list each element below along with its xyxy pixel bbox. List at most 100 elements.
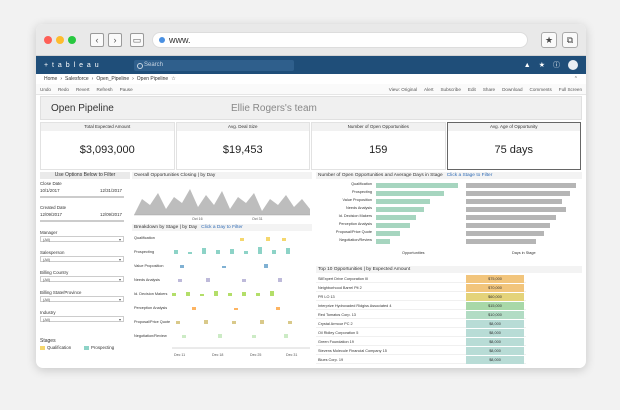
- breadcrumb-home[interactable]: Home: [44, 76, 58, 82]
- days-axis-label: Days in Stage: [512, 251, 536, 255]
- collapse-icon[interactable]: ⌃: [573, 76, 578, 82]
- kpi-label: Avg. Deal Size: [176, 123, 309, 131]
- tabs-icon[interactable]: ⧉: [562, 31, 578, 48]
- row-proposal: [176, 320, 292, 324]
- favorite-star-icon[interactable]: ☆: [171, 76, 176, 82]
- bookmark-star-icon[interactable]: ★: [541, 31, 557, 48]
- billing-state-select[interactable]: (All): [40, 296, 124, 302]
- minimize-window-button[interactable]: [56, 35, 64, 44]
- breakdown-tick-2: Dec 18: [212, 353, 223, 357]
- info-icon[interactable]: ⓘ: [553, 62, 560, 69]
- manager-select[interactable]: (All): [40, 236, 124, 242]
- table-row[interactable]: Neighborhood Barrel Pit 2 $70,000: [316, 284, 526, 292]
- table-row[interactable]: Crystal Armour PC 2 $8,000: [316, 320, 526, 328]
- back-icon[interactable]: ‹: [90, 32, 104, 47]
- breadcrumb-salesforce[interactable]: Salesforce: [65, 76, 89, 82]
- stage-label: Value Proposition: [134, 264, 164, 268]
- stage-chart-panel: Number of Open Opportunities and Average…: [316, 172, 582, 264]
- redo-button[interactable]: Redo: [57, 86, 69, 92]
- stage-label: Id. Decision Makers: [338, 214, 372, 218]
- kpi-avg-age[interactable]: Avg. Age of Opportunity 75 days: [446, 122, 581, 170]
- revert-button[interactable]: Revert: [75, 86, 90, 92]
- close-date-slider[interactable]: [40, 196, 124, 198]
- kpi-total-expected[interactable]: Total Expected Amount $3,093,000: [40, 122, 175, 170]
- table-row[interactable]: Red Tomatos Corp. 13 $10,000: [316, 311, 526, 319]
- fullscreen-button[interactable]: Full Screen: [558, 86, 582, 92]
- table-row[interactable]: SilExpert Drive Corporation III $75,000: [316, 275, 526, 283]
- stage-filter-link[interactable]: Click a Stage to Filter: [446, 173, 493, 178]
- close-date-from[interactable]: 10/1/2017: [40, 188, 60, 193]
- favorites-icon[interactable]: ★: [538, 62, 545, 69]
- breakdown-chart[interactable]: Dec 11 Dec 18 Dec 25 Dec 31: [132, 224, 312, 368]
- closing-area-chart[interactable]: Oct 16 Oct 31: [132, 179, 312, 222]
- created-date-from[interactable]: 12/09/2017: [40, 212, 62, 217]
- address-bar[interactable]: www.: [152, 31, 528, 48]
- alert-button[interactable]: Alert: [424, 86, 434, 92]
- kpi-avg-deal[interactable]: Avg. Deal Size $19,453: [175, 122, 310, 170]
- kpi-value: $3,093,000: [79, 144, 135, 156]
- forward-icon[interactable]: ›: [108, 32, 122, 47]
- kpi-label: Number of Open Opportunities: [312, 123, 445, 131]
- row-qualification: [240, 237, 286, 241]
- breakdown-tick-3: Dec 25: [250, 353, 261, 357]
- table-row[interactable]: Interprize Hydroxaded Ridgiss Associated…: [316, 302, 526, 310]
- legend-qualification[interactable]: Qualification: [47, 345, 72, 350]
- sidebar-icon[interactable]: ▭: [130, 32, 144, 47]
- view-original-button[interactable]: View: Original: [388, 86, 418, 92]
- comments-button[interactable]: Comments: [529, 86, 552, 92]
- breakdown-filter-link[interactable]: Click a Day to Filter: [201, 225, 243, 230]
- avatar[interactable]: [568, 60, 578, 70]
- filter-panel: Use Options Below to Filter Close Date 1…: [40, 172, 130, 368]
- industry-select[interactable]: (All): [40, 316, 124, 322]
- billing-country-label: Billing Country: [40, 270, 69, 275]
- dashboard: Open Pipeline Ellie Rogers's team Total …: [40, 96, 582, 368]
- close-date-to[interactable]: 12/31/2017: [100, 188, 122, 193]
- stage-label: Perception Analysis: [134, 306, 168, 310]
- table-row[interactable]: Oil Ridley Corporation 5 $8,000: [316, 329, 526, 337]
- table-row[interactable]: PR LO 13 $60,000: [316, 293, 526, 301]
- row-needs-analysis: [178, 278, 282, 282]
- address-text: www.: [169, 34, 191, 45]
- edit-button[interactable]: Edit: [467, 86, 476, 92]
- kpi-value: 75 days: [494, 144, 534, 156]
- row-perception-analysis: [192, 307, 280, 310]
- closing-tick-2: Oct 31: [252, 217, 263, 221]
- undo-button[interactable]: Undo: [40, 86, 51, 92]
- team-title: Ellie Rogers's team: [231, 102, 317, 114]
- row-value-proposition: [180, 264, 268, 268]
- legend-prospecting[interactable]: Prospecting: [91, 345, 115, 350]
- share-button[interactable]: Share: [482, 86, 496, 92]
- breakdown-tick-1: Dec 11: [174, 353, 185, 357]
- stage-bar-chart[interactable]: Opportunities Days in Stage: [316, 172, 582, 264]
- breadcrumb-workbook[interactable]: Open_Pipeline: [96, 76, 130, 82]
- created-date-slider[interactable]: [40, 220, 124, 222]
- row-id-decision-makers: [172, 291, 274, 296]
- tableau-logo[interactable]: + t a b l e a u: [44, 61, 100, 69]
- refresh-button[interactable]: Refresh: [96, 86, 113, 92]
- closing-chart-panel: Overall Opportunities Closing | by Day O…: [132, 172, 312, 222]
- closing-chart-title: Overall Opportunities Closing | by Day: [132, 172, 312, 179]
- table-row[interactable]: Green Foundation 19 $8,000: [316, 338, 526, 346]
- kpi-open-opps[interactable]: Number of Open Opportunities 159: [311, 122, 446, 170]
- closing-tick-1: Oct 16: [192, 217, 203, 221]
- days-bars: [466, 183, 576, 244]
- kpi-row: Total Expected Amount $3,093,000 Avg. De…: [40, 122, 582, 170]
- stage-label: Negotiation/Review: [134, 334, 167, 338]
- pause-button[interactable]: Pause: [119, 86, 133, 92]
- table-row[interactable]: Blues Corp. 19 $8,000: [316, 356, 526, 364]
- alert-icon[interactable]: ▲: [523, 61, 531, 69]
- row-prospecting: [174, 247, 290, 254]
- subscribe-button[interactable]: Subscribe: [440, 86, 461, 92]
- download-button[interactable]: Download: [502, 86, 523, 92]
- top10-title: Top 10 Opportunities | by Expected Amoun…: [316, 266, 582, 273]
- maximize-window-button[interactable]: [68, 35, 76, 44]
- breakdown-panel: Breakdown by Stage | by Day Click a Day …: [132, 224, 312, 368]
- billing-country-select[interactable]: (All): [40, 276, 124, 282]
- table-row[interactable]: Stevens Molecule Financial Company 15 $8,…: [316, 347, 526, 355]
- salesperson-select[interactable]: (All): [40, 256, 124, 262]
- close-window-button[interactable]: [44, 35, 52, 44]
- created-date-to[interactable]: 12/09/2017: [100, 212, 122, 217]
- kpi-value: 159: [369, 144, 388, 156]
- search-input[interactable]: Search: [134, 59, 294, 71]
- dashboard-title-bar: Open Pipeline Ellie Rogers's team: [40, 96, 582, 120]
